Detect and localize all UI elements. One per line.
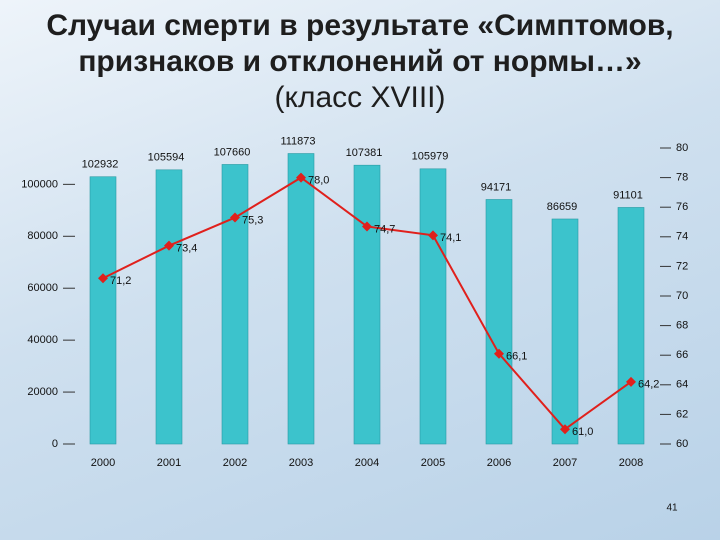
y2-tick-label: 80	[676, 142, 688, 154]
y2-tick-label: 64	[676, 379, 688, 391]
y2-tick-label: 70	[676, 290, 688, 302]
x-tick-label: 2003	[289, 457, 313, 469]
x-tick-label: 2007	[553, 457, 577, 469]
bar-value-label: 107660	[214, 146, 251, 158]
line-marker	[164, 240, 174, 251]
bar-value-label: 102932	[82, 159, 119, 171]
line-value-label: 66,1	[506, 351, 527, 363]
y2-tick-label: 72	[676, 260, 688, 272]
bar	[485, 199, 513, 445]
x-tick-label: 2002	[223, 457, 247, 469]
line-marker	[296, 172, 306, 183]
bar	[155, 169, 183, 445]
y2-tick-label: 78	[676, 172, 688, 184]
bar-value-label: 91101	[613, 189, 643, 201]
line-marker	[560, 424, 570, 435]
line-value-label: 73,4	[176, 243, 197, 255]
y2-tick-label: 74	[676, 231, 688, 243]
x-tick-label: 2001	[157, 457, 181, 469]
title-sub: (класс XVIII)	[274, 81, 446, 114]
x-tick-label: 2008	[619, 457, 643, 469]
line-value-label: 78,0	[308, 175, 329, 187]
line-value-label: 71,2	[110, 275, 131, 287]
y-tick-label: 100000	[21, 178, 58, 190]
y2-tick-label: 76	[676, 201, 688, 213]
line-marker	[428, 230, 438, 241]
bar-value-label: 105979	[412, 151, 449, 163]
line-marker	[230, 212, 240, 223]
chart-title: Случаи смерти в результате «Симптомов, п…	[40, 8, 680, 116]
line-value-label: 64,2	[638, 379, 659, 391]
line-marker	[494, 348, 504, 359]
y-tick-label: 40000	[27, 334, 58, 346]
y-tick-label: 60000	[27, 282, 58, 294]
line-value-label: 61,0	[572, 426, 593, 438]
x-tick-label: 2005	[421, 457, 445, 469]
bar	[89, 176, 117, 445]
bar	[551, 218, 579, 445]
line-marker	[98, 273, 108, 284]
line-value-label: 74,7	[374, 223, 395, 235]
x-tick-label: 2000	[91, 457, 115, 469]
bar-value-label: 105594	[148, 152, 185, 164]
page-number: 41	[666, 503, 678, 514]
x-tick-label: 2004	[355, 457, 379, 469]
bar-value-label: 107381	[346, 147, 383, 159]
y2-tick-label: 62	[676, 408, 688, 420]
y-tick-label: 80000	[27, 230, 58, 242]
bar	[221, 164, 249, 445]
line-value-label: 74,1	[440, 232, 461, 244]
bar	[353, 164, 381, 445]
title-main: Случаи смерти в результате «Симптомов, п…	[46, 9, 674, 78]
y-tick-label: 0	[52, 438, 58, 450]
y2-tick-label: 66	[676, 349, 688, 361]
line-marker	[362, 221, 372, 232]
y-tick-label: 20000	[27, 386, 58, 398]
bar	[419, 168, 447, 445]
line-value-label: 75,3	[242, 214, 263, 226]
bar-value-label: 86659	[547, 201, 578, 213]
bar	[287, 153, 315, 445]
x-tick-label: 2006	[487, 457, 511, 469]
y2-tick-label: 60	[676, 438, 688, 450]
bar-value-label: 94171	[481, 181, 512, 193]
line-marker	[626, 376, 636, 387]
bar-value-label: 111873	[280, 135, 315, 147]
y2-tick-label: 68	[676, 320, 688, 332]
bar	[617, 207, 645, 445]
